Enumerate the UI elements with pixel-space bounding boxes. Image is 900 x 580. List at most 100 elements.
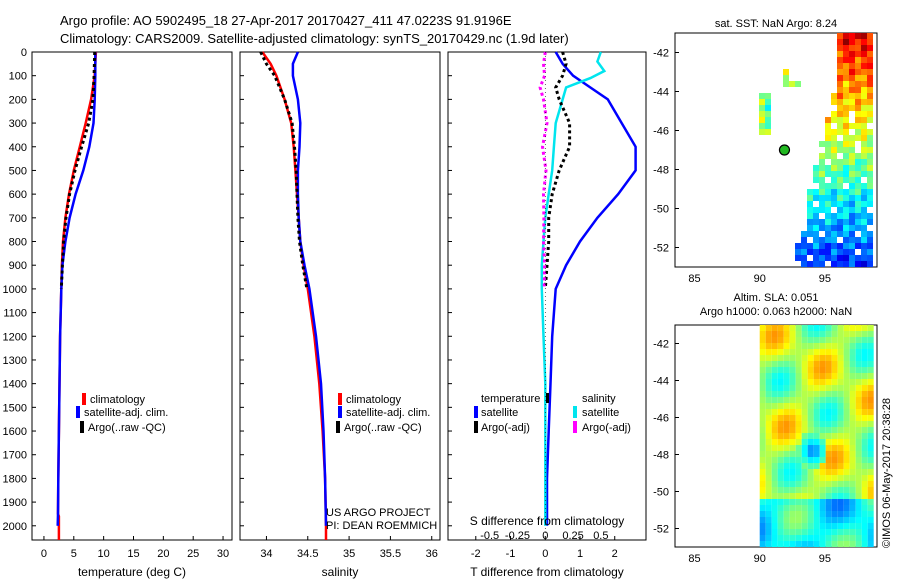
sla-cell xyxy=(765,415,772,421)
sst-cell xyxy=(843,39,849,45)
sst-cell xyxy=(819,225,825,231)
sla-cell xyxy=(861,379,868,385)
sst-cell xyxy=(825,195,831,201)
sla-cell xyxy=(837,505,844,511)
sla-cell xyxy=(807,499,814,505)
sla-cell xyxy=(807,463,814,469)
sst-cell xyxy=(813,219,819,225)
x-tick-label: 25 xyxy=(187,548,199,560)
sla-cell xyxy=(855,529,862,535)
sst-cell xyxy=(843,147,849,153)
sst-cell xyxy=(825,165,831,171)
sla-cell xyxy=(819,415,826,421)
sla-cell xyxy=(777,451,784,457)
sla-cell xyxy=(789,517,796,523)
sst-cell xyxy=(813,207,819,213)
sla-cell xyxy=(813,451,820,457)
sla-cell xyxy=(813,445,820,451)
sla-cell xyxy=(801,331,808,337)
sla-cell xyxy=(789,427,796,433)
sla-cell xyxy=(843,403,850,409)
sst-cell xyxy=(825,213,831,219)
sst-cell xyxy=(825,249,831,255)
sst-cell xyxy=(855,111,861,117)
sla-cell xyxy=(837,541,844,547)
sla-cell xyxy=(783,463,790,469)
sla-cell xyxy=(831,451,838,457)
sla-cell xyxy=(849,433,856,439)
sla-cell xyxy=(759,535,766,541)
sla-cell xyxy=(831,457,838,463)
sst-cell xyxy=(807,213,813,219)
sst-cell xyxy=(849,207,855,213)
sla-cell xyxy=(849,529,856,535)
sla-cell xyxy=(849,493,856,499)
header-line-1: Argo profile: AO 5902495_18 27-Apr-2017 … xyxy=(60,13,512,28)
sla-cell xyxy=(801,391,808,397)
sst-cell xyxy=(861,141,867,147)
sla-cell xyxy=(807,541,814,547)
sla-cell xyxy=(795,457,802,463)
sla-cell xyxy=(855,487,862,493)
sst-cell xyxy=(843,261,849,267)
sst-cell xyxy=(861,261,867,267)
sla-cell xyxy=(861,469,868,475)
sla-cell xyxy=(795,409,802,415)
sla-cell xyxy=(771,457,778,463)
sst-cell xyxy=(849,69,855,75)
sst-cell xyxy=(825,123,831,129)
sst-cell xyxy=(831,111,837,117)
sst-cell xyxy=(849,87,855,93)
sla-cell xyxy=(831,487,838,493)
sla-cell xyxy=(789,469,796,475)
sla-cell xyxy=(825,535,832,541)
sla-cell xyxy=(837,397,844,403)
sla-cell xyxy=(777,499,784,505)
sst-cell xyxy=(861,213,867,219)
sst-cell xyxy=(837,183,843,189)
sla-cell xyxy=(771,349,778,355)
sla-cell xyxy=(861,325,868,331)
sla-cell xyxy=(771,481,778,487)
depth-tick-label: 1500 xyxy=(3,402,27,414)
sla-cell xyxy=(849,475,856,481)
sst-cell xyxy=(831,93,837,99)
sla-cell xyxy=(795,385,802,391)
sla-cell xyxy=(837,523,844,529)
sla-cell xyxy=(807,487,814,493)
sla-cell xyxy=(765,523,772,529)
sla-cell xyxy=(819,331,826,337)
sst-cell xyxy=(807,195,813,201)
sla-cell xyxy=(837,517,844,523)
sst-cell xyxy=(849,219,855,225)
sla-cell xyxy=(813,421,820,427)
sst-cell xyxy=(759,129,765,135)
sst-cell xyxy=(813,171,819,177)
sst-cell xyxy=(813,165,819,171)
map-lat-label: -52 xyxy=(653,524,669,536)
sla-cell xyxy=(789,361,796,367)
sla-cell xyxy=(777,463,784,469)
sla-cell xyxy=(801,337,808,343)
sla-cell xyxy=(771,337,778,343)
sla-cell xyxy=(837,373,844,379)
sla-cell xyxy=(849,415,856,421)
sla-cell xyxy=(777,493,784,499)
sla-cell xyxy=(771,325,778,331)
sst-cell xyxy=(759,105,765,111)
sla-cell xyxy=(825,409,832,415)
sla-cell xyxy=(849,361,856,367)
sla-cell xyxy=(807,337,814,343)
sla-cell xyxy=(759,367,766,373)
sla-cell xyxy=(831,427,838,433)
legend-diff-sal-argo-swatch xyxy=(573,421,577,433)
sla-cell xyxy=(801,499,808,505)
sst-cell xyxy=(765,111,771,117)
sst-cell xyxy=(837,33,843,39)
sst-cell xyxy=(837,213,843,219)
sla-cell xyxy=(807,469,814,475)
sst-cell xyxy=(849,201,855,207)
sla-cell xyxy=(759,529,766,535)
sla-cell xyxy=(843,433,850,439)
sla-cell xyxy=(861,463,868,469)
